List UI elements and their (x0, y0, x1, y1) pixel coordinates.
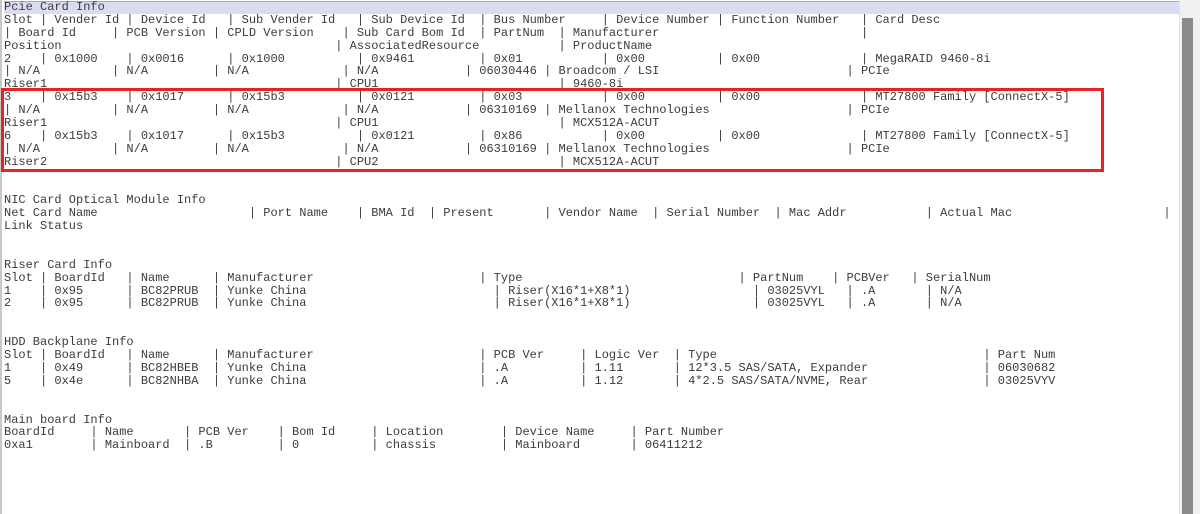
terminal-line (4, 388, 1179, 401)
terminal-line: Slot | BoardId | Name | Manufacturer | P… (4, 348, 1056, 363)
terminal-line: Riser1 | CPU1 | 9460-8i (4, 77, 624, 92)
vertical-scrollbar[interactable] (1179, 0, 1200, 514)
terminal-line (4, 310, 1179, 323)
terminal-line: Position | AssociatedResource | ProductN… (4, 38, 653, 53)
terminal-line: | N/A | N/A | N/A | N/A | 06310169 | Mel… (4, 103, 890, 118)
terminal-line: BoardId | Name | PCB Ver | Bom Id | Loca… (4, 425, 725, 440)
terminal-line: Net Card Name | Port Name | BMA Id | Pre… (4, 206, 1171, 221)
scrollbar-thumb[interactable] (1182, 18, 1193, 514)
terminal-line (4, 401, 1179, 414)
terminal-line: 2 | 0x1000 | 0x0016 | 0x1000 | 0x9461 | … (4, 51, 991, 66)
terminal-line: Riser1 | CPU1 | MCX512A-ACUT (4, 116, 660, 131)
terminal-line: HDD Backplane Info (4, 335, 134, 350)
terminal-output[interactable]: Pcie Card Info Slot | Vender Id | Device … (2, 0, 1179, 452)
terminal-line (4, 233, 1179, 246)
terminal-line: 3 | 0x15b3 | 0x1017 | 0x15b3 | 0x0121 | … (4, 90, 1070, 105)
terminal-line: NIC Card Optical Module Info (4, 193, 206, 208)
terminal-line: | Board Id | PCB Version | CPLD Version … (4, 25, 869, 40)
terminal-line: Riser2 | CPU2 | MCX512A-ACUT (4, 154, 660, 169)
terminal-line: Main board Info (4, 412, 113, 427)
terminal-line: 6 | 0x15b3 | 0x1017 | 0x15b3 | 0x0121 | … (4, 128, 1070, 143)
terminal-line (4, 246, 1179, 259)
terminal-line: 1 | 0x95 | BC82PRUB | Yunke China | Rise… (4, 283, 962, 298)
terminal-line: | N/A | N/A | N/A | N/A | 06310169 | Mel… (4, 141, 890, 156)
terminal-line: Riser Card Info (4, 257, 113, 272)
terminal-line: 5 | 0x4e | BC82NHBA | Yunke China | .A |… (4, 373, 1056, 388)
terminal-line: | N/A | N/A | N/A | N/A | 06030446 | Bro… (4, 64, 890, 79)
terminal-line: Slot | Vender Id | Device Id | Sub Vende… (4, 12, 941, 27)
terminal-line (4, 323, 1179, 336)
terminal-line-selected: Pcie Card Info (4, 1, 1179, 14)
terminal-line: 2 | 0x95 | BC82PRUB | Yunke China | Rise… (4, 296, 962, 311)
terminal-line (4, 169, 1179, 182)
terminal-line: Link Status (4, 219, 84, 234)
terminal-line: Slot | BoardId | Name | Manufacturer | T… (4, 270, 991, 285)
terminal-line: 1 | 0x49 | BC82HBEB | Yunke China | .A |… (4, 360, 1056, 375)
terminal-line: 0xa1 | Mainboard | .B | 0 | chassis | Ma… (4, 438, 703, 453)
